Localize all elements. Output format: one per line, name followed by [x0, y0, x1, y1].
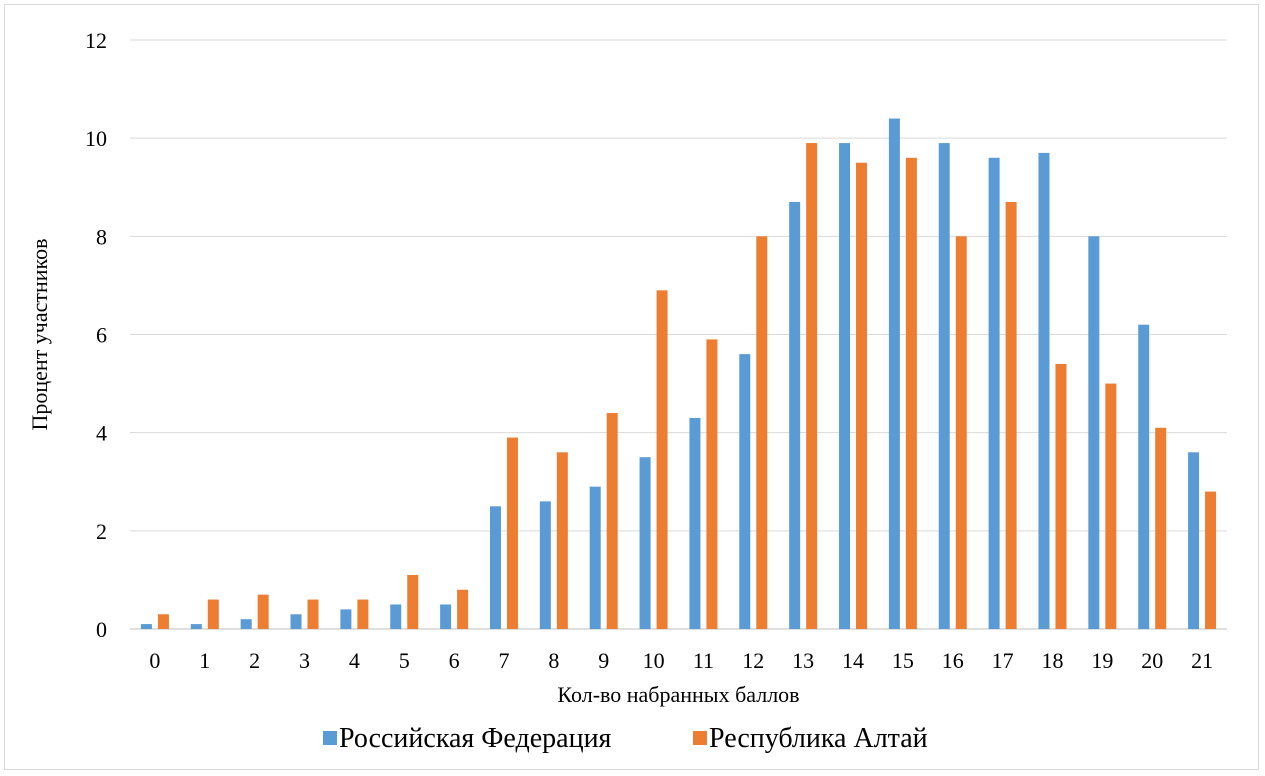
- bar-russian-federation-20: [1138, 324, 1150, 629]
- y-tick-label: 4: [96, 421, 107, 446]
- x-tick-label: 11: [693, 648, 714, 673]
- bar-russian-federation-18: [1038, 152, 1050, 629]
- bar-altai-republic-18: [1055, 363, 1067, 629]
- bar-altai-republic-3: [307, 599, 319, 629]
- bars: [140, 118, 1217, 630]
- bar-russian-federation-0: [140, 624, 152, 629]
- bar-altai-republic-5: [407, 575, 419, 629]
- bar-altai-republic-20: [1155, 427, 1167, 629]
- legend-label-altai-republic: Республика Алтай: [709, 723, 928, 754]
- x-tick-label: 18: [1041, 648, 1063, 673]
- bar-russian-federation-4: [340, 609, 352, 629]
- bar-altai-republic-12: [756, 236, 768, 630]
- x-tick-labels: 0 1 2 3 4 5 6 7 8 9 10 11 12 13 14 15 16 17 18 19 20 21: [149, 648, 1213, 673]
- bar-russian-federation-3: [290, 614, 302, 629]
- bar-altai-republic-2: [257, 594, 269, 629]
- x-tick-label: 19: [1091, 648, 1113, 673]
- legend: Российская Федерация Республика Алтай: [323, 723, 928, 754]
- y-tick-label: 6: [96, 323, 107, 348]
- x-axis-title: Кол-во набранных баллов: [557, 682, 799, 707]
- gridlines: [130, 39, 1227, 630]
- bar-altai-republic-6: [457, 589, 469, 629]
- legend-swatch-russian-federation: [323, 731, 337, 745]
- y-tick-label: 0: [96, 617, 107, 642]
- bar-russian-federation-15: [888, 118, 900, 630]
- bar-russian-federation-1: [190, 624, 202, 629]
- x-tick-label: 13: [792, 648, 814, 673]
- x-tick-label: 6: [449, 648, 460, 673]
- bar-russian-federation-11: [689, 417, 701, 629]
- bar-altai-republic-4: [357, 599, 369, 629]
- x-tick-label: 5: [399, 648, 410, 673]
- chart-frame: 0 2 4 6 8 10 12 0 1 2 3 4 5 6 7 8 9 10 11 12 13 14 15 16 17 18 19…: [4, 4, 1259, 770]
- bar-russian-federation-6: [440, 604, 452, 629]
- bar-altai-republic-17: [1005, 201, 1017, 629]
- x-tick-label: 8: [548, 648, 559, 673]
- y-tick-label: 12: [85, 28, 107, 53]
- x-tick-label: 4: [349, 648, 360, 673]
- bar-altai-republic-9: [606, 413, 618, 629]
- x-tick-label: 20: [1141, 648, 1163, 673]
- x-tick-label: 17: [992, 648, 1014, 673]
- x-tick-label: 14: [842, 648, 864, 673]
- bar-russian-federation-19: [1088, 236, 1100, 630]
- bar-russian-federation-5: [390, 604, 402, 629]
- bar-altai-republic-1: [207, 599, 219, 629]
- bar-altai-republic-10: [656, 290, 668, 629]
- x-tick-label: 3: [299, 648, 310, 673]
- x-tick-label: 12: [742, 648, 764, 673]
- bar-russian-federation-12: [739, 354, 751, 629]
- legend-label-russian-federation: Российская Федерация: [339, 723, 612, 754]
- x-tick-label: 15: [892, 648, 914, 673]
- bar-altai-republic-11: [706, 339, 718, 629]
- x-tick-label: 7: [498, 648, 509, 673]
- bar-russian-federation-7: [489, 506, 501, 629]
- y-tick-label: 2: [96, 519, 107, 544]
- y-tick-label: 8: [96, 224, 107, 249]
- x-tick-label: 9: [598, 648, 609, 673]
- bar-altai-republic-21: [1205, 491, 1217, 629]
- bar-altai-republic-15: [905, 157, 917, 630]
- x-tick-label: 21: [1191, 648, 1213, 673]
- x-tick-label: 10: [643, 648, 665, 673]
- x-tick-label: 2: [249, 648, 260, 673]
- bar-altai-republic-14: [856, 162, 868, 630]
- bar-russian-federation-17: [988, 157, 1000, 630]
- x-tick-label: 1: [199, 648, 210, 673]
- bar-russian-federation-14: [839, 143, 851, 629]
- x-tick-label: 16: [942, 648, 964, 673]
- y-tick-label: 10: [85, 126, 107, 151]
- bar-altai-republic-19: [1105, 383, 1117, 629]
- bar-altai-republic-16: [955, 236, 967, 630]
- bar-altai-republic-13: [806, 143, 818, 629]
- bar-russian-federation-9: [589, 486, 601, 629]
- bar-altai-republic-0: [157, 614, 169, 629]
- bar-russian-federation-10: [639, 457, 651, 629]
- y-axis-title: Процент участников: [27, 238, 52, 430]
- bar-russian-federation-2: [240, 619, 252, 629]
- legend-swatch-altai-republic: [693, 731, 707, 745]
- bar-russian-federation-21: [1188, 452, 1200, 629]
- bar-russian-federation-8: [539, 501, 551, 629]
- x-tick-label: 0: [149, 648, 160, 673]
- y-tick-labels: 0 2 4 6 8 10 12: [85, 28, 107, 642]
- bar-russian-federation-16: [938, 143, 950, 629]
- bar-russian-federation-13: [789, 201, 801, 629]
- bar-altai-republic-8: [556, 452, 568, 629]
- bar-altai-republic-7: [506, 437, 518, 629]
